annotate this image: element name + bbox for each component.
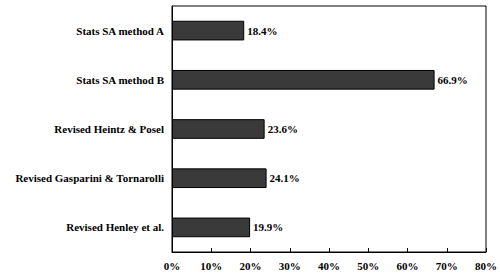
svg-text:66.9%: 66.9% — [438, 74, 468, 86]
svg-text:18.4%: 18.4% — [247, 25, 277, 37]
svg-text:80%: 80% — [475, 260, 497, 272]
svg-text:Revised Heintz & Posel: Revised Heintz & Posel — [54, 123, 164, 135]
svg-text:70%: 70% — [436, 260, 458, 272]
svg-text:24.1%: 24.1% — [270, 172, 300, 184]
svg-text:60%: 60% — [397, 260, 419, 272]
svg-text:30%: 30% — [279, 260, 301, 272]
svg-text:20%: 20% — [240, 260, 262, 272]
svg-text:19.9%: 19.9% — [253, 221, 283, 233]
svg-text:Revised Gasparini & Tornarolli: Revised Gasparini & Tornarolli — [15, 172, 164, 184]
svg-text:10%: 10% — [200, 260, 222, 272]
svg-text:Stats SA method B: Stats SA method B — [76, 74, 164, 86]
svg-text:0%: 0% — [164, 260, 181, 272]
svg-text:23.6%: 23.6% — [268, 123, 298, 135]
svg-text:Stats SA method A: Stats SA method A — [76, 25, 164, 37]
svg-text:40%: 40% — [318, 260, 340, 272]
svg-text:Revised Henley et al.: Revised Henley et al. — [66, 221, 164, 233]
svg-text:50%: 50% — [357, 260, 379, 272]
